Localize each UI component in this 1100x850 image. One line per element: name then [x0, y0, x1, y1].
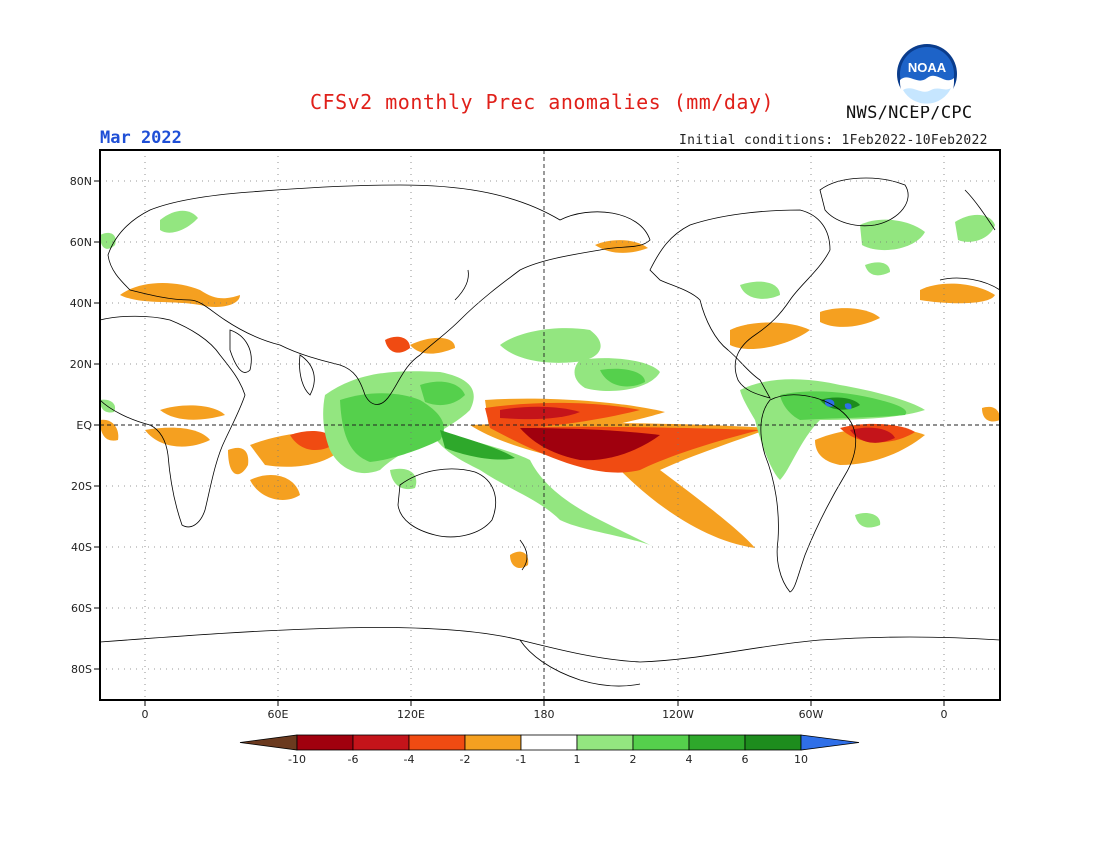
- colorbar-label: -10: [288, 753, 306, 766]
- lon-label: 60W: [799, 708, 824, 721]
- colorbar-swatch: [744, 734, 802, 751]
- colorbar-label: 1: [574, 753, 581, 766]
- equator-dateline: [100, 150, 1000, 700]
- lat-label: EQ: [76, 419, 92, 432]
- graticule: [100, 150, 1000, 700]
- colorbar-swatch: [464, 734, 522, 751]
- colorbar-swatch: [632, 734, 690, 751]
- lon-label: 0: [142, 708, 149, 721]
- map-title: CFSv2 monthly Prec anomalies (mm/day): [310, 90, 775, 114]
- colorbar-swatch-under: [239, 734, 298, 751]
- anomaly-fields: [100, 210, 1000, 569]
- colorbar-label: -2: [460, 753, 471, 766]
- colorbar-swatch: [296, 734, 354, 751]
- colorbar-label: 2: [630, 753, 637, 766]
- colorbar-swatch: [688, 734, 746, 751]
- colorbar-swatches: [239, 734, 860, 751]
- colorbar-swatch: [408, 734, 466, 751]
- colorbar-swatch: [352, 734, 410, 751]
- colorbar-swatch: [520, 734, 578, 751]
- longitude-labels: 0 60E 120E 180 120W 60W 0: [142, 708, 948, 721]
- lat-label: 40S: [71, 541, 92, 554]
- colorbar-label: 10: [794, 753, 808, 766]
- lat-label: 40N: [70, 297, 92, 310]
- colorbar-label: -4: [404, 753, 415, 766]
- organization-label: NWS/NCEP/CPC: [846, 103, 973, 123]
- noaa-logo-text: NOAA: [908, 60, 947, 75]
- colorbar-swatch: [576, 734, 634, 751]
- coastlines: [99, 177, 1001, 687]
- lat-label: 20N: [70, 358, 92, 371]
- colorbar-swatch-over: [800, 734, 860, 751]
- lon-label: 60E: [268, 708, 289, 721]
- latitude-labels: 80N 60N 40N 20N EQ 20S 40S 60S 80S: [70, 175, 93, 676]
- noaa-logo: NOAA: [897, 44, 957, 106]
- colorbar-label: 4: [686, 753, 693, 766]
- initial-conditions-label: Initial conditions: 1Feb2022-10Feb2022: [679, 133, 988, 148]
- axis-ticks: [94, 180, 945, 706]
- colorbar-labels: -10 -6 -4 -2 -1 1 2 4 6 10: [288, 753, 808, 766]
- colorbar-label: 6: [742, 753, 749, 766]
- lon-label: 180: [534, 708, 555, 721]
- lat-label: 60N: [70, 236, 92, 249]
- colorbar-label: -1: [516, 753, 527, 766]
- lat-label: 20S: [71, 480, 92, 493]
- lat-label: 80S: [71, 663, 92, 676]
- forecast-month-label: Mar 2022: [100, 128, 182, 148]
- lat-label: 60S: [71, 602, 92, 615]
- colorbar-label: -6: [348, 753, 359, 766]
- lon-label: 120E: [397, 708, 425, 721]
- lon-label: 0: [941, 708, 948, 721]
- lat-label: 80N: [70, 175, 92, 188]
- lon-label: 120W: [662, 708, 694, 721]
